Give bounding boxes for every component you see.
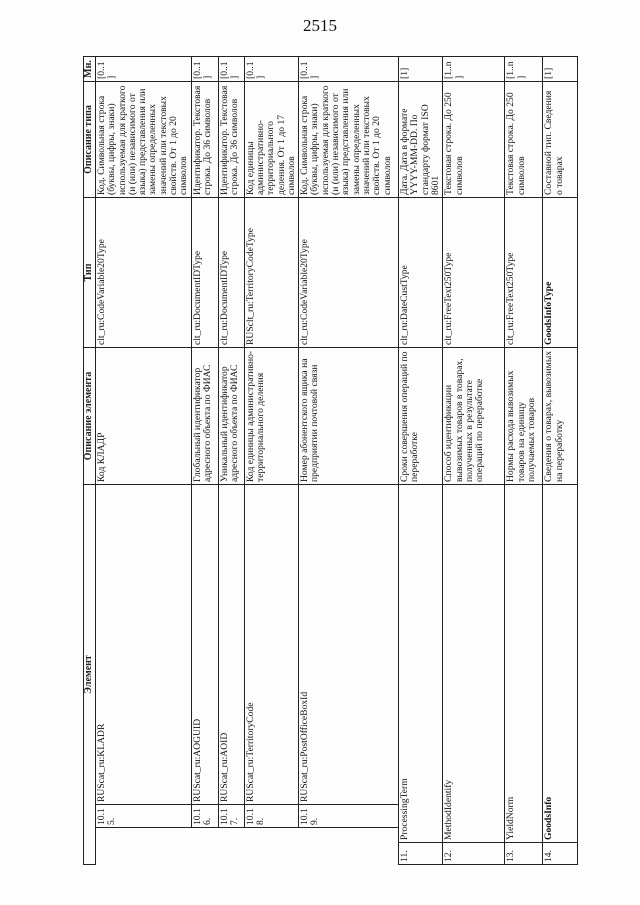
multiplicity: [1..n] — [442, 56, 505, 82]
multiplicity: [1..n] — [504, 56, 543, 82]
table-row: 12. MethodIdentify Способ идентификации вы… — [442, 56, 505, 865]
element-description: Глобальный идентификатор адресного объек… — [191, 347, 219, 485]
element-description: Код КЛАДР — [95, 347, 192, 485]
header-type-description: Описание типа — [83, 81, 96, 198]
type-description: Дата. Дата в формате YYYY-MM-DD. По стан… — [398, 81, 443, 198]
element-name: RUScat_ru:AOID — [218, 484, 245, 805]
nested-indent — [95, 827, 399, 865]
multiplicity: [0..1] — [191, 56, 219, 82]
type-description: Идентификатор. Текстовая строка. До 36 с… — [218, 81, 245, 198]
row-number: 10.19. — [298, 804, 399, 828]
type-name: clt_ru:DocumentIDType — [218, 197, 245, 348]
type-description: Код. Символьная строка (буквы, цифры, зн… — [95, 81, 192, 198]
header-type: Тип — [83, 197, 96, 348]
type-name: clt_ru:FreeText250Type — [442, 197, 505, 348]
header-element: Элемент — [83, 484, 96, 865]
multiplicity: [0..1] — [95, 56, 192, 82]
type-name: GoodsInfoType — [542, 197, 578, 348]
element-description: Нормы расхода вывозимых товаров на едини… — [504, 347, 543, 485]
table-row: 10.15. RUScat_ru:KLADR Код КЛАДР clt_ru:Cod… — [95, 56, 399, 865]
table-row: 10.19. RUScat_ru:PostOfficeBoxId Номер або… — [298, 56, 399, 865]
type-description: Составной тип. Сведения о товарах — [542, 81, 578, 198]
element-name: RUScat_ru:KLADR — [95, 484, 192, 805]
row-number: 11. — [398, 842, 443, 865]
element-name: ProcessingTerm — [398, 484, 443, 843]
element-description: Номер абонентского ящика на предприятии … — [298, 347, 399, 485]
element-name: RUScat_ru:TerritoryCode — [244, 484, 299, 805]
multiplicity: [0..1] — [218, 56, 245, 82]
table-row: 10.17. RUScat_ru:AOID Уникальный идентифик… — [218, 56, 245, 865]
table-row: 13. YieldNorm Нормы расхода вывозимых това… — [504, 56, 543, 865]
element-description: Сведения о товарах, вывозимых на перераб… — [542, 347, 578, 485]
type-name: clt_ru:DateCustType — [398, 197, 443, 348]
type-name: RUSclt_ru:TerritoryCodeType — [244, 197, 299, 348]
element-name: GoodsInfo — [542, 484, 578, 843]
multiplicity: [0..1] — [244, 56, 299, 82]
element-name: RUScat_ru:AOGUID — [191, 484, 219, 805]
element-description: Уникальный идентификатор адресного объек… — [218, 347, 245, 485]
type-description: Код единицы административно-территориаль… — [244, 81, 299, 198]
elements-table: Элемент Описание элемента Тип Описание т… — [83, 56, 578, 865]
multiplicity: [1] — [398, 56, 443, 82]
multiplicity: [0..1] — [298, 56, 399, 82]
table-row: 10.18. RUScat_ru:TerritoryCode Код единицы… — [244, 56, 299, 865]
type-description: Текстовая строка. До 250 символов — [442, 81, 505, 198]
header-multiplicity: Мн. — [83, 56, 96, 82]
table-row: 11. ProcessingTerm Сроки совершения операц… — [398, 56, 443, 865]
page-number: 2515 — [303, 16, 337, 35]
element-name: MethodIdentify — [442, 484, 505, 843]
element-name: RUScat_ru:PostOfficeBoxId — [298, 484, 399, 805]
element-name: YieldNorm — [504, 484, 543, 843]
rotated-table-container: Элемент Описание элемента Тип Описание т… — [83, 56, 578, 865]
type-name: clt_ru:DocumentIDType — [191, 197, 219, 348]
type-name: clt_ru:CodeVariable20Type — [95, 197, 192, 348]
element-description: Код единицы административно-территориаль… — [244, 347, 299, 485]
row-number: 10.16. — [191, 804, 219, 828]
element-description: Способ идентификации вывозимых товаров в… — [442, 347, 505, 485]
row-number: 10.18. — [244, 804, 299, 828]
row-number: 10.15. — [95, 804, 192, 828]
row-number: 10.17. — [218, 804, 245, 828]
row-number: 14. — [542, 842, 578, 865]
header-row: Элемент Описание элемента Тип Описание т… — [83, 56, 96, 865]
row-number: 13. — [504, 842, 543, 865]
multiplicity: [1] — [542, 56, 578, 82]
type-description: Код. Символьная строка (буквы, цифры, зн… — [298, 81, 399, 198]
header-element-description: Описание элемента — [83, 347, 96, 485]
table-row: 10.16. RUScat_ru:AOGUID Глобальный идентиф… — [191, 56, 219, 865]
row-number: 12. — [442, 842, 505, 865]
type-name: clt_ru:FreeText250Type — [504, 197, 543, 348]
table-row: 14. GoodsInfo Сведения о товарах, вывозимы… — [542, 56, 578, 865]
element-description: Сроки совершения операций по переработке — [398, 347, 443, 485]
type-name: clt_ru:CodeVariable20Type — [298, 197, 399, 348]
type-description: Текстовая строка. До 250 символов — [504, 81, 543, 198]
type-description: Идентификатор. Текстовая строка. До 36 с… — [191, 81, 219, 198]
